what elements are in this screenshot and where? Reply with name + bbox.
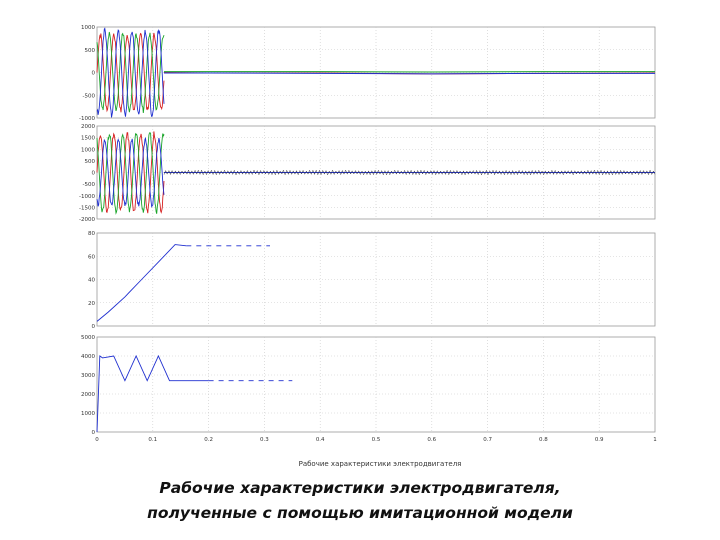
series-line-blue-transient (96, 27, 165, 118)
figure: 10005000-500-10002000150010005000-500-10… (79, 25, 657, 468)
x-tick-label: 1 (653, 437, 657, 443)
x-tick-label: 0.5 (372, 437, 381, 443)
x-tick-label: 0.1 (148, 437, 157, 443)
y-tick-label: 0 (92, 71, 96, 77)
y-tick-label: 500 (85, 159, 96, 165)
y-tick-label: 2000 (81, 124, 95, 130)
x-tick-label: 0.7 (483, 437, 492, 443)
x-tick-label: 0.9 (595, 437, 604, 443)
x-tick-label: 0.4 (316, 437, 325, 443)
series-line-green-transient (96, 132, 165, 215)
series-line-blue (96, 244, 187, 322)
x-tick-label: 0.3 (260, 437, 269, 443)
y-tick-label: 3000 (81, 373, 95, 379)
y-tick-label: -2000 (79, 217, 95, 223)
plot-frame (96, 336, 656, 433)
series-line-blue-transient (96, 136, 165, 208)
y-tick-label: -500 (83, 93, 96, 99)
y-tick-label: 60 (88, 254, 95, 260)
series-line-red-transient (96, 32, 165, 113)
y-tick-label: 5000 (81, 335, 95, 341)
y-tick-label: 2000 (81, 392, 95, 398)
x-tick-label: 0.6 (427, 437, 436, 443)
figure-subcaption: Рабочие характеристики электродвигателя (299, 460, 462, 468)
y-tick-label: 1500 (81, 136, 95, 142)
y-tick-label: -500 (83, 182, 96, 188)
y-tick-label: 4000 (81, 354, 95, 360)
y-tick-label: -1000 (79, 194, 95, 200)
caption-line-1: Рабочие характеристики электродвигателя, (159, 479, 561, 497)
figure-caption: Рабочие характеристики электродвигателя,… (0, 476, 720, 526)
caption-line-2: полученные с помощью имитационной модели (147, 504, 573, 522)
x-tick-label: 0.2 (204, 437, 213, 443)
chart-panel-4: 5000 4000 3000 2000 1000 00 0.1 0.2 0.3 0.4 0.5 0.6… (81, 335, 657, 443)
x-tick-label: 0.8 (539, 437, 548, 443)
chart-panel-1: 1000 500 0 -500 -1000 (79, 25, 656, 122)
y-tick-label: 1000 (81, 25, 95, 31)
series-line-noise-band (163, 169, 656, 176)
y-tick-label: 80 (88, 231, 95, 237)
y-tick-label: 40 (88, 278, 95, 284)
series-line-red-transient (96, 131, 165, 214)
y-tick-label: 0 (92, 324, 96, 330)
y-tick-label: 20 (88, 301, 95, 307)
y-tick-label: 1000 (81, 147, 95, 153)
series-line-blue (96, 354, 209, 433)
chart-panel-3: 80 60 40 20 0 (88, 231, 656, 330)
y-tick-label: -1500 (79, 205, 95, 211)
series-line-blue-steady (164, 72, 655, 75)
y-tick-label: 1000 (81, 411, 95, 417)
y-tick-label: -1000 (79, 116, 95, 122)
y-tick-label: 0 (92, 430, 96, 436)
series-line-green-transient (96, 31, 165, 113)
x-tick-label: 0 (95, 437, 99, 443)
chart-panel-2: 2000 1500 1000 500 0 -500 -1000 -1500 -2000 (79, 124, 656, 223)
y-tick-label: 0 (92, 171, 96, 177)
y-tick-label: 500 (85, 48, 96, 54)
